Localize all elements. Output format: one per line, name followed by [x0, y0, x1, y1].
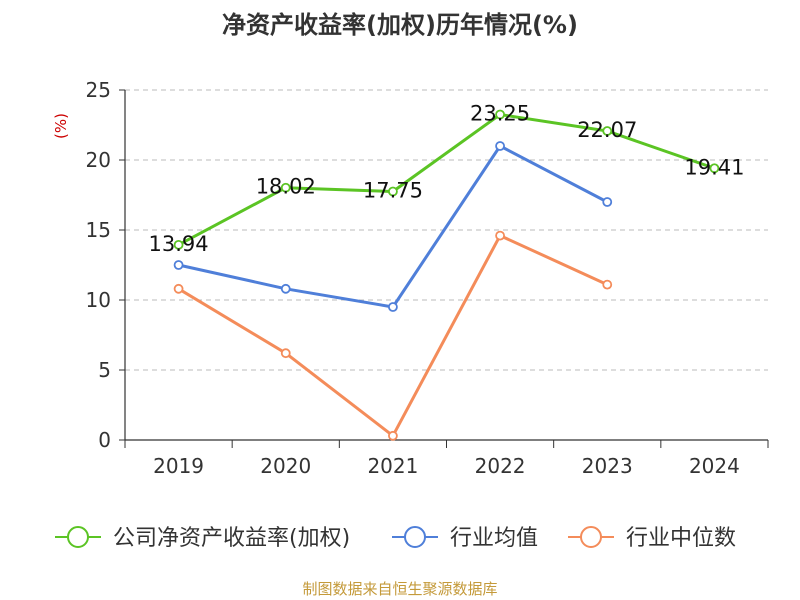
- legend-marker-0: [67, 526, 89, 548]
- data-point: [602, 279, 613, 290]
- data-label: 18.02: [256, 175, 316, 199]
- y-tick-label: 10: [86, 288, 111, 312]
- x-tick-label: 2019: [153, 454, 204, 478]
- legend-label-2: 行业中位数: [626, 526, 736, 551]
- data-point: [280, 182, 291, 193]
- data-label: 17.75: [363, 179, 423, 203]
- x-tick-label: 2024: [689, 454, 740, 478]
- data-point: [495, 141, 505, 151]
- chart-title: 净资产收益率(加权)历年情况(%): [222, 11, 578, 39]
- data-point: [388, 186, 398, 197]
- y-axis-label: (%): [52, 113, 70, 139]
- data-point: [280, 283, 291, 294]
- data-label: 19.41: [684, 155, 744, 179]
- x-tick-label: 2023: [582, 454, 633, 478]
- data-point: [173, 283, 184, 294]
- legend-label-1: 行业均值: [450, 526, 538, 551]
- data-point: [709, 163, 720, 174]
- data-point: [388, 302, 398, 312]
- data-label: 22.07: [577, 118, 637, 142]
- x-tick-label: 2021: [367, 454, 418, 478]
- data-point: [388, 430, 398, 441]
- data-point: [495, 230, 505, 241]
- y-tick-label: 15: [86, 218, 111, 242]
- data-label: 23.25: [470, 102, 530, 126]
- data-point: [602, 197, 613, 207]
- x-tick-label: 2022: [475, 454, 526, 478]
- series-line-0: [177, 113, 715, 247]
- data-point: [173, 260, 184, 270]
- y-tick-label: 20: [86, 148, 111, 172]
- series-line-2: [177, 234, 608, 438]
- series-line-1: [178, 144, 608, 309]
- data-point: [173, 239, 184, 250]
- data-label: 13.94: [149, 232, 209, 256]
- data-point: [495, 109, 505, 120]
- y-tick-label: 5: [98, 358, 111, 382]
- data-point: [280, 348, 291, 359]
- legend-label-0: 公司净资产收益率(加权): [113, 526, 350, 551]
- data-point: [602, 126, 613, 136]
- legend-marker-1: [404, 526, 426, 548]
- x-tick-label: 2020: [260, 454, 311, 478]
- y-tick-label: 25: [86, 78, 111, 102]
- y-tick-label: 0: [98, 428, 111, 452]
- legend-marker-2: [580, 526, 602, 548]
- source-footer: 制图数据来自恒生聚源数据库: [302, 580, 498, 598]
